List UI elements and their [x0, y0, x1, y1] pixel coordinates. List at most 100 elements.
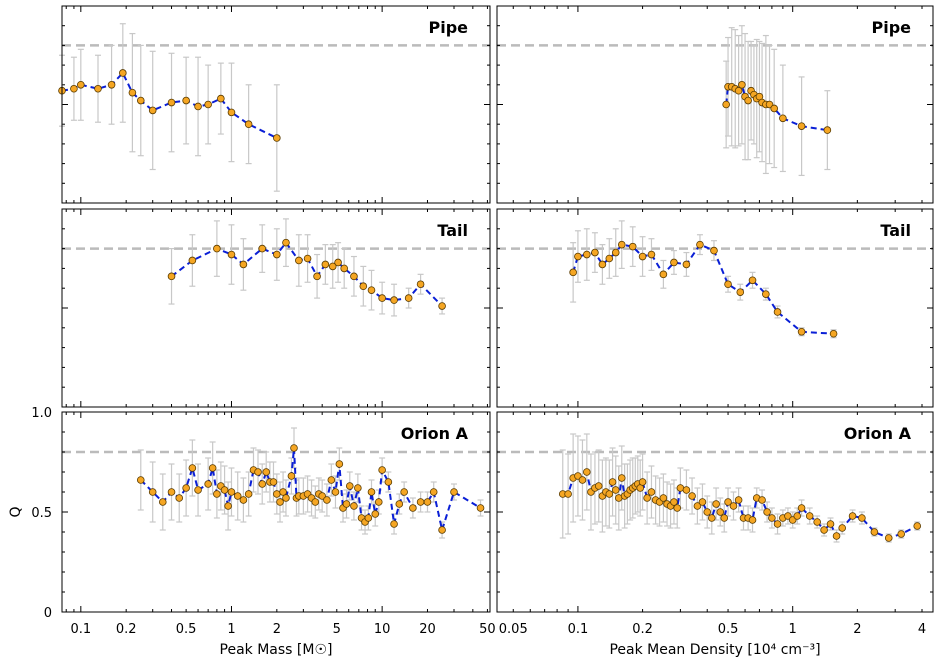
data-point	[748, 276, 757, 285]
data-point	[217, 94, 225, 103]
data-point	[703, 508, 712, 516]
data-point	[838, 524, 846, 532]
data-point	[617, 474, 626, 482]
x-tick-label: 0.1	[568, 622, 589, 637]
data-point	[858, 514, 866, 522]
data-point	[438, 526, 446, 534]
data-point	[390, 296, 398, 304]
series-line	[170, 241, 443, 307]
data-point	[773, 308, 782, 316]
panel-5: Orion A	[61, 411, 491, 613]
data-point	[367, 488, 376, 496]
data-point	[716, 508, 725, 516]
data-point	[729, 502, 738, 510]
data-point	[77, 81, 85, 89]
data-point	[805, 512, 814, 520]
series-line	[61, 71, 278, 139]
data-point	[342, 500, 351, 508]
data-point	[350, 272, 358, 281]
data-point	[797, 504, 806, 512]
x-tick-label: 5	[333, 622, 341, 637]
x-tick-label: 20	[419, 622, 436, 637]
data-point	[724, 498, 732, 506]
data-point	[233, 492, 242, 500]
data-point	[282, 238, 290, 247]
data-point	[578, 476, 587, 484]
x-tick-label: 1	[227, 622, 235, 637]
x-tick-label: 2	[853, 622, 861, 637]
data-point	[354, 484, 362, 492]
data-point	[70, 84, 78, 93]
data-point	[696, 240, 704, 249]
data-point	[303, 254, 312, 263]
y-tick-labels: 0 0.5 1.0	[31, 406, 52, 621]
data-point	[295, 256, 303, 265]
data-point	[273, 250, 281, 259]
x-tick-label: 1	[789, 622, 797, 637]
data-point	[334, 258, 342, 267]
data-point	[628, 242, 637, 251]
data-point	[364, 514, 373, 522]
data-point	[204, 480, 212, 488]
data-point	[913, 522, 922, 530]
data-point	[722, 100, 730, 109]
data-point	[670, 498, 678, 506]
data-point	[227, 488, 236, 496]
data-point	[244, 490, 253, 498]
data-point	[758, 496, 766, 504]
data-point	[208, 464, 217, 472]
data-point	[204, 100, 212, 109]
data-point	[617, 240, 626, 249]
data-point	[744, 96, 752, 105]
data-point	[350, 502, 358, 510]
data-point	[647, 488, 656, 496]
data-point	[188, 256, 197, 265]
data-point	[832, 532, 841, 540]
data-point	[340, 264, 348, 273]
data-point	[367, 286, 376, 294]
data-point	[182, 484, 190, 492]
data-point	[148, 488, 157, 496]
data-point	[820, 526, 828, 534]
data-point	[770, 104, 778, 113]
data-point	[829, 329, 838, 338]
panel-title: Pipe	[871, 18, 911, 37]
x-axis-label-left: Peak Mass [M☉]	[220, 642, 333, 658]
x-tick-label: 0.1	[70, 622, 91, 637]
data-point	[290, 444, 298, 452]
data-point	[797, 122, 806, 130]
data-point	[793, 512, 802, 520]
data-point	[416, 498, 425, 506]
data-point	[594, 482, 603, 490]
data-point	[119, 69, 127, 77]
x-tick-labels-left: 0.1 0.2 0.5 1 2 5 10 20 50	[70, 622, 495, 637]
panel-3: Tail	[61, 208, 491, 408]
data-point	[188, 464, 197, 472]
data-point	[736, 288, 745, 296]
data-point	[670, 258, 678, 267]
data-point	[258, 480, 267, 488]
panel-frame	[496, 5, 934, 204]
data-point	[331, 488, 340, 496]
data-point	[429, 488, 438, 496]
data-point	[768, 514, 776, 522]
data-point	[371, 510, 380, 518]
data-point	[476, 504, 485, 512]
data-point	[378, 466, 386, 474]
data-point	[327, 476, 336, 484]
panel-frame	[61, 5, 491, 204]
data-point	[710, 246, 718, 255]
data-point	[848, 512, 857, 520]
data-point	[128, 88, 137, 97]
x-tick-label: 0.2	[116, 622, 137, 637]
data-point	[239, 496, 248, 504]
data-point	[605, 254, 614, 263]
data-point	[608, 478, 617, 486]
data-point	[693, 502, 702, 510]
data-point	[813, 518, 821, 526]
data-point	[720, 514, 729, 522]
data-point	[136, 476, 145, 484]
data-point	[738, 81, 746, 89]
data-point	[175, 494, 184, 502]
data-point	[638, 478, 647, 486]
